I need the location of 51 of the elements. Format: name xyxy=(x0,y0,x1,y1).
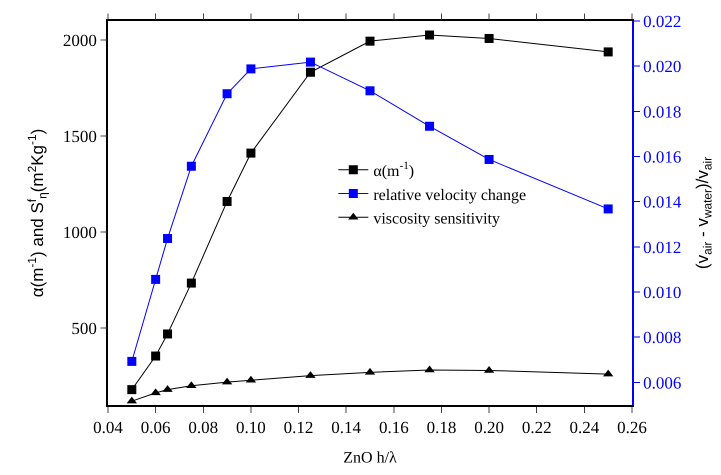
point xyxy=(604,204,613,214)
point xyxy=(151,352,160,361)
legend-label: α(m$^{-1}$) xyxy=(373,160,414,180)
point xyxy=(246,148,256,158)
point xyxy=(163,234,172,244)
x-tick-label: 0.24 xyxy=(569,418,600,438)
point xyxy=(425,30,434,40)
point xyxy=(186,162,196,171)
y2-tick-label: 0.008 xyxy=(643,328,682,348)
x-tick-label: 0.08 xyxy=(188,418,218,438)
y2-tick-label: 0.016 xyxy=(643,147,682,166)
point xyxy=(425,122,434,131)
point xyxy=(163,329,172,338)
y2-tick-label: 0.012 xyxy=(643,238,682,257)
point xyxy=(484,154,494,164)
y2-tick-label: 0.006 xyxy=(643,373,682,392)
point xyxy=(151,274,160,284)
y-tick-label: 2000 xyxy=(62,31,97,50)
point xyxy=(222,89,232,98)
x-tick-label: 0.04 xyxy=(93,418,124,438)
y2-tick-label: 0.018 xyxy=(643,102,682,122)
point xyxy=(246,64,256,74)
y-tick-label: 1500 xyxy=(62,127,97,146)
point xyxy=(127,385,136,394)
x-tick-label: 0.22 xyxy=(522,418,552,438)
legend-label: relative velocity change xyxy=(373,186,526,204)
x-tick-label: 0.20 xyxy=(474,418,504,438)
y2-tick-label: 0.020 xyxy=(643,57,682,76)
x-tick-label: 0.26 xyxy=(617,418,647,438)
x-axis-title: ZnO h/λ xyxy=(343,449,398,466)
point xyxy=(604,47,613,56)
point xyxy=(306,68,315,77)
x-tick-label: 0.18 xyxy=(426,418,456,438)
legend-label: viscosity sensitivity xyxy=(373,210,500,228)
x-tick-label: 0.10 xyxy=(236,418,266,438)
y-tick-label: 500 xyxy=(71,319,97,338)
x-tick-label: 0.16 xyxy=(378,418,409,438)
x-tick-label: 0.14 xyxy=(331,418,362,438)
x-tick-label: 0.06 xyxy=(140,418,171,438)
y2-tick-label: 0.010 xyxy=(643,283,682,302)
y-tick-label: 1000 xyxy=(62,223,97,242)
point xyxy=(186,278,196,288)
point xyxy=(222,196,232,206)
point xyxy=(306,58,315,67)
point xyxy=(484,34,494,43)
point xyxy=(366,36,374,46)
x-tick-label: 0.12 xyxy=(284,418,314,438)
point xyxy=(127,356,136,366)
y2-tick-label: 0.014 xyxy=(643,192,682,212)
y2-tick-label: 0.022 xyxy=(643,12,682,31)
point xyxy=(366,86,374,96)
